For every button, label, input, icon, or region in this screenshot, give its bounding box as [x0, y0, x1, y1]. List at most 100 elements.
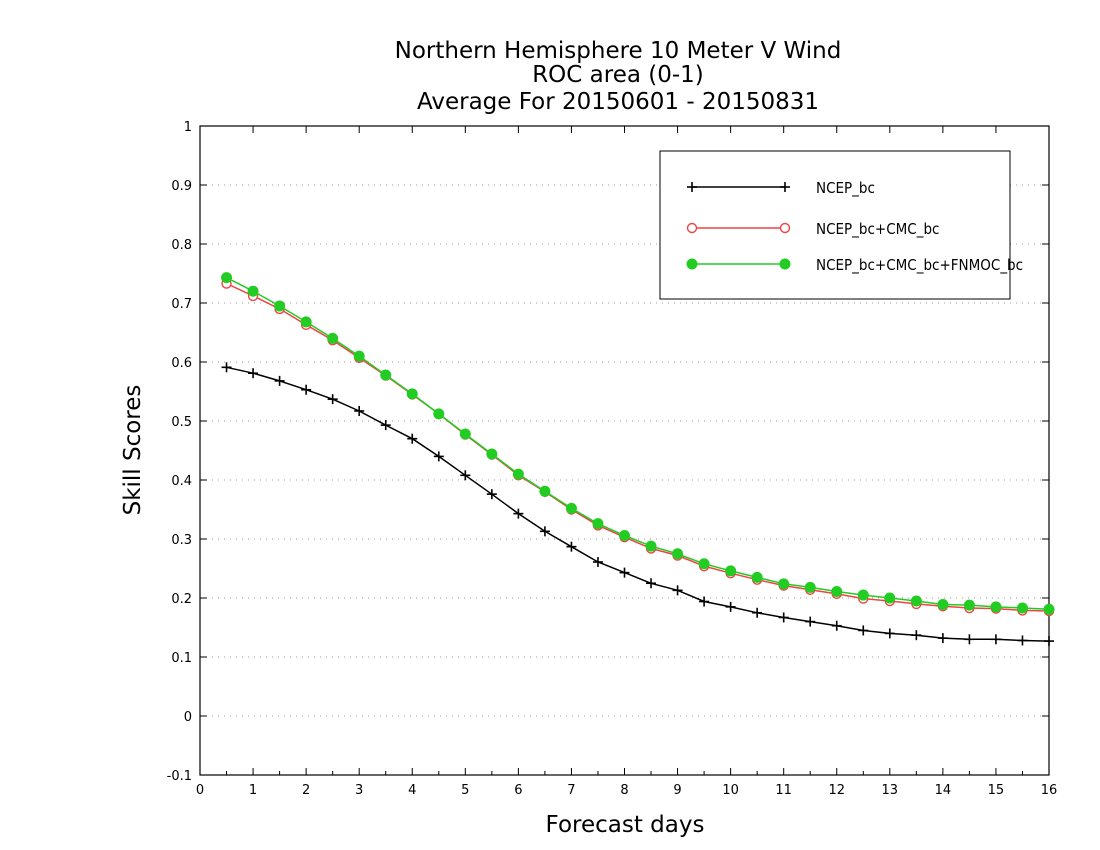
data-point — [910, 595, 922, 607]
y-tick-label: 1 — [184, 120, 192, 135]
data-point — [539, 526, 550, 537]
x-tick-label: 15 — [988, 783, 1005, 798]
data-point — [380, 369, 392, 381]
data-point — [884, 592, 896, 604]
data-point — [725, 565, 737, 577]
data-point — [646, 578, 657, 589]
data-point — [672, 548, 684, 560]
data-point — [937, 598, 949, 610]
data-point — [1043, 603, 1055, 615]
data-point — [566, 541, 577, 552]
x-tick-label: 12 — [828, 783, 845, 798]
data-point — [698, 558, 710, 570]
data-point — [592, 557, 603, 568]
data-point — [804, 581, 816, 593]
data-point — [327, 394, 338, 405]
data-point — [1044, 636, 1054, 647]
legend-marker-left — [687, 182, 697, 192]
legend-entry-1: NCEP_bc — [687, 179, 875, 198]
x-tick-label: 8 — [620, 783, 628, 798]
data-point — [805, 616, 816, 627]
x-tick-label: 13 — [882, 783, 899, 798]
data-point — [353, 350, 365, 362]
y-tick-label: -0.1 — [167, 769, 192, 784]
chart-title-line-2: ROC area (0-1) — [532, 62, 704, 88]
x-tick-label: 5 — [461, 783, 469, 798]
data-point — [619, 567, 630, 578]
data-point — [990, 634, 1001, 645]
data-point — [937, 633, 948, 644]
data-point — [486, 448, 498, 460]
data-point — [513, 508, 524, 519]
series-line — [226, 276, 1050, 610]
data-point — [433, 408, 445, 420]
data-point — [221, 362, 232, 373]
data-point — [248, 368, 259, 379]
x-tick-label: 10 — [722, 783, 739, 798]
data-point — [752, 607, 763, 618]
data-point — [512, 468, 524, 480]
data-point — [751, 571, 763, 583]
series-1 — [221, 362, 1054, 647]
data-point — [725, 601, 736, 612]
y-tick-label: 0.4 — [171, 474, 192, 489]
data-point — [857, 589, 869, 601]
y-axis-ticks: -0.1 0 0.1 0.2 0.3 0.4 0.5 0.6 0.7 0.8 0.9 1 — [167, 120, 1049, 784]
data-point — [1017, 635, 1028, 646]
x-tick-label: 3 — [355, 783, 363, 798]
legend-label: NCEP_bc+CMC_bc+FNMOC_bc — [816, 256, 1023, 275]
legend-marker-right — [780, 182, 790, 192]
data-point — [247, 285, 259, 297]
y-tick-label: 0 — [184, 710, 192, 725]
data-point — [699, 596, 710, 607]
data-point — [301, 384, 312, 395]
legend: NCEP_bc NCEP_bc+CMC_bc NCEP_bc+CMC_bc+FNMO… — [659, 150, 1023, 300]
x-tick-label: 16 — [1041, 783, 1058, 798]
series-3 — [221, 272, 1055, 615]
legend-marker-left — [686, 258, 698, 270]
data-series — [221, 272, 1055, 647]
data-point — [407, 433, 418, 444]
series-line — [226, 366, 1050, 642]
x-tick-label: 4 — [408, 783, 416, 798]
y-tick-label: 0.2 — [171, 592, 192, 607]
data-point — [963, 599, 975, 611]
x-tick-label: 11 — [775, 783, 792, 798]
legend-marker-right — [779, 222, 791, 234]
data-point — [672, 585, 683, 596]
legend-marker-right — [779, 258, 791, 270]
data-point — [884, 628, 895, 639]
data-point — [645, 540, 657, 552]
legend-label: NCEP_bc+CMC_bc — [816, 220, 939, 239]
legend-marker-left — [686, 222, 698, 234]
data-point — [274, 300, 286, 312]
data-point — [354, 405, 365, 416]
data-point — [831, 620, 842, 631]
x-tick-label: 1 — [249, 783, 257, 798]
y-tick-label: 0.1 — [171, 651, 192, 666]
data-point — [221, 272, 233, 284]
legend-label: NCEP_bc — [816, 179, 875, 198]
data-point — [1016, 602, 1028, 614]
data-point — [274, 375, 285, 386]
data-point — [406, 388, 418, 400]
x-axis-ticks: 0 1 2 3 4 5 6 7 8 9 10 11 12 13 14 15 16 — [196, 126, 1057, 798]
chart-title-line-1: Northern Hemisphere 10 Meter V Wind — [395, 38, 842, 64]
data-point — [300, 316, 312, 328]
data-point — [990, 601, 1002, 613]
data-point — [486, 489, 497, 500]
y-tick-label: 0.9 — [171, 179, 192, 194]
legend-entry-2: NCEP_bc+CMC_bc — [686, 220, 939, 239]
data-point — [911, 630, 922, 641]
x-tick-label: 0 — [196, 783, 204, 798]
series-2 — [221, 278, 1055, 617]
legend-entry-3: NCEP_bc+CMC_bc+FNMOC_bc — [686, 256, 1023, 275]
data-point — [964, 634, 975, 645]
x-tick-label: 14 — [935, 783, 952, 798]
y-axis-label: Skill Scores — [120, 385, 146, 516]
y-tick-label: 0.5 — [171, 415, 192, 430]
data-point — [592, 518, 604, 530]
y-tick-label: 0.6 — [171, 356, 192, 371]
chart-title-line-3: Average For 20150601 - 20150831 — [417, 89, 819, 115]
